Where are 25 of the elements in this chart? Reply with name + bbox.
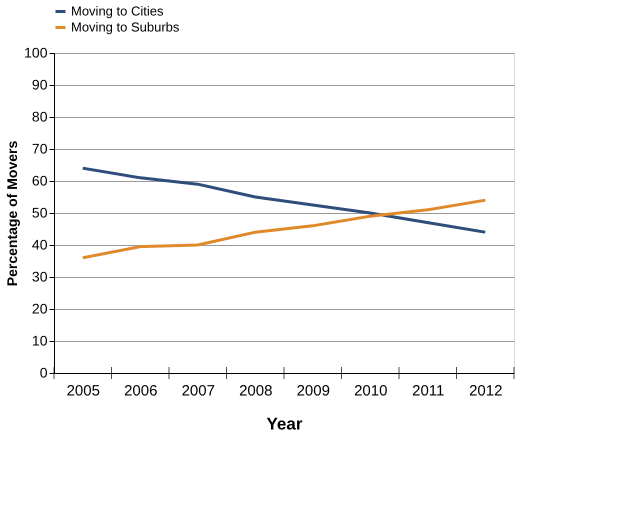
x-tick-label: 2007	[182, 382, 215, 400]
y-tick-label: 40	[32, 236, 48, 252]
legend-label: Moving to Suburbs	[71, 20, 180, 34]
y-axis-title: Percentage of Movers	[4, 140, 20, 286]
y-tick-label: 80	[32, 108, 48, 124]
line-series	[81, 166, 487, 234]
y-tick-label: 70	[32, 140, 48, 156]
y-tick-label: 0	[40, 364, 48, 380]
legend-label: Moving to Cities	[71, 4, 164, 18]
x-tick-label: 2010	[354, 382, 388, 400]
x-tick-label: 2006	[124, 382, 158, 400]
x-axis-title: Year	[266, 414, 303, 434]
x-tick-label: 2008	[239, 382, 272, 400]
x-tick-label: 2012	[469, 382, 502, 400]
y-tick-label: 30	[32, 268, 48, 284]
y-tick-label: 60	[32, 172, 48, 188]
y-tick-label: 100	[24, 44, 48, 60]
y-tick-label: 90	[32, 76, 48, 92]
y-tick-label: 50	[32, 204, 48, 220]
y-tick-label: 10	[32, 332, 48, 348]
x-tick-label: 2011	[412, 382, 444, 400]
x-tick-label: 2005	[66, 382, 100, 400]
y-tick-label: 20	[32, 300, 48, 316]
x-tick-label: 2009	[296, 382, 330, 400]
line-series	[81, 198, 487, 260]
